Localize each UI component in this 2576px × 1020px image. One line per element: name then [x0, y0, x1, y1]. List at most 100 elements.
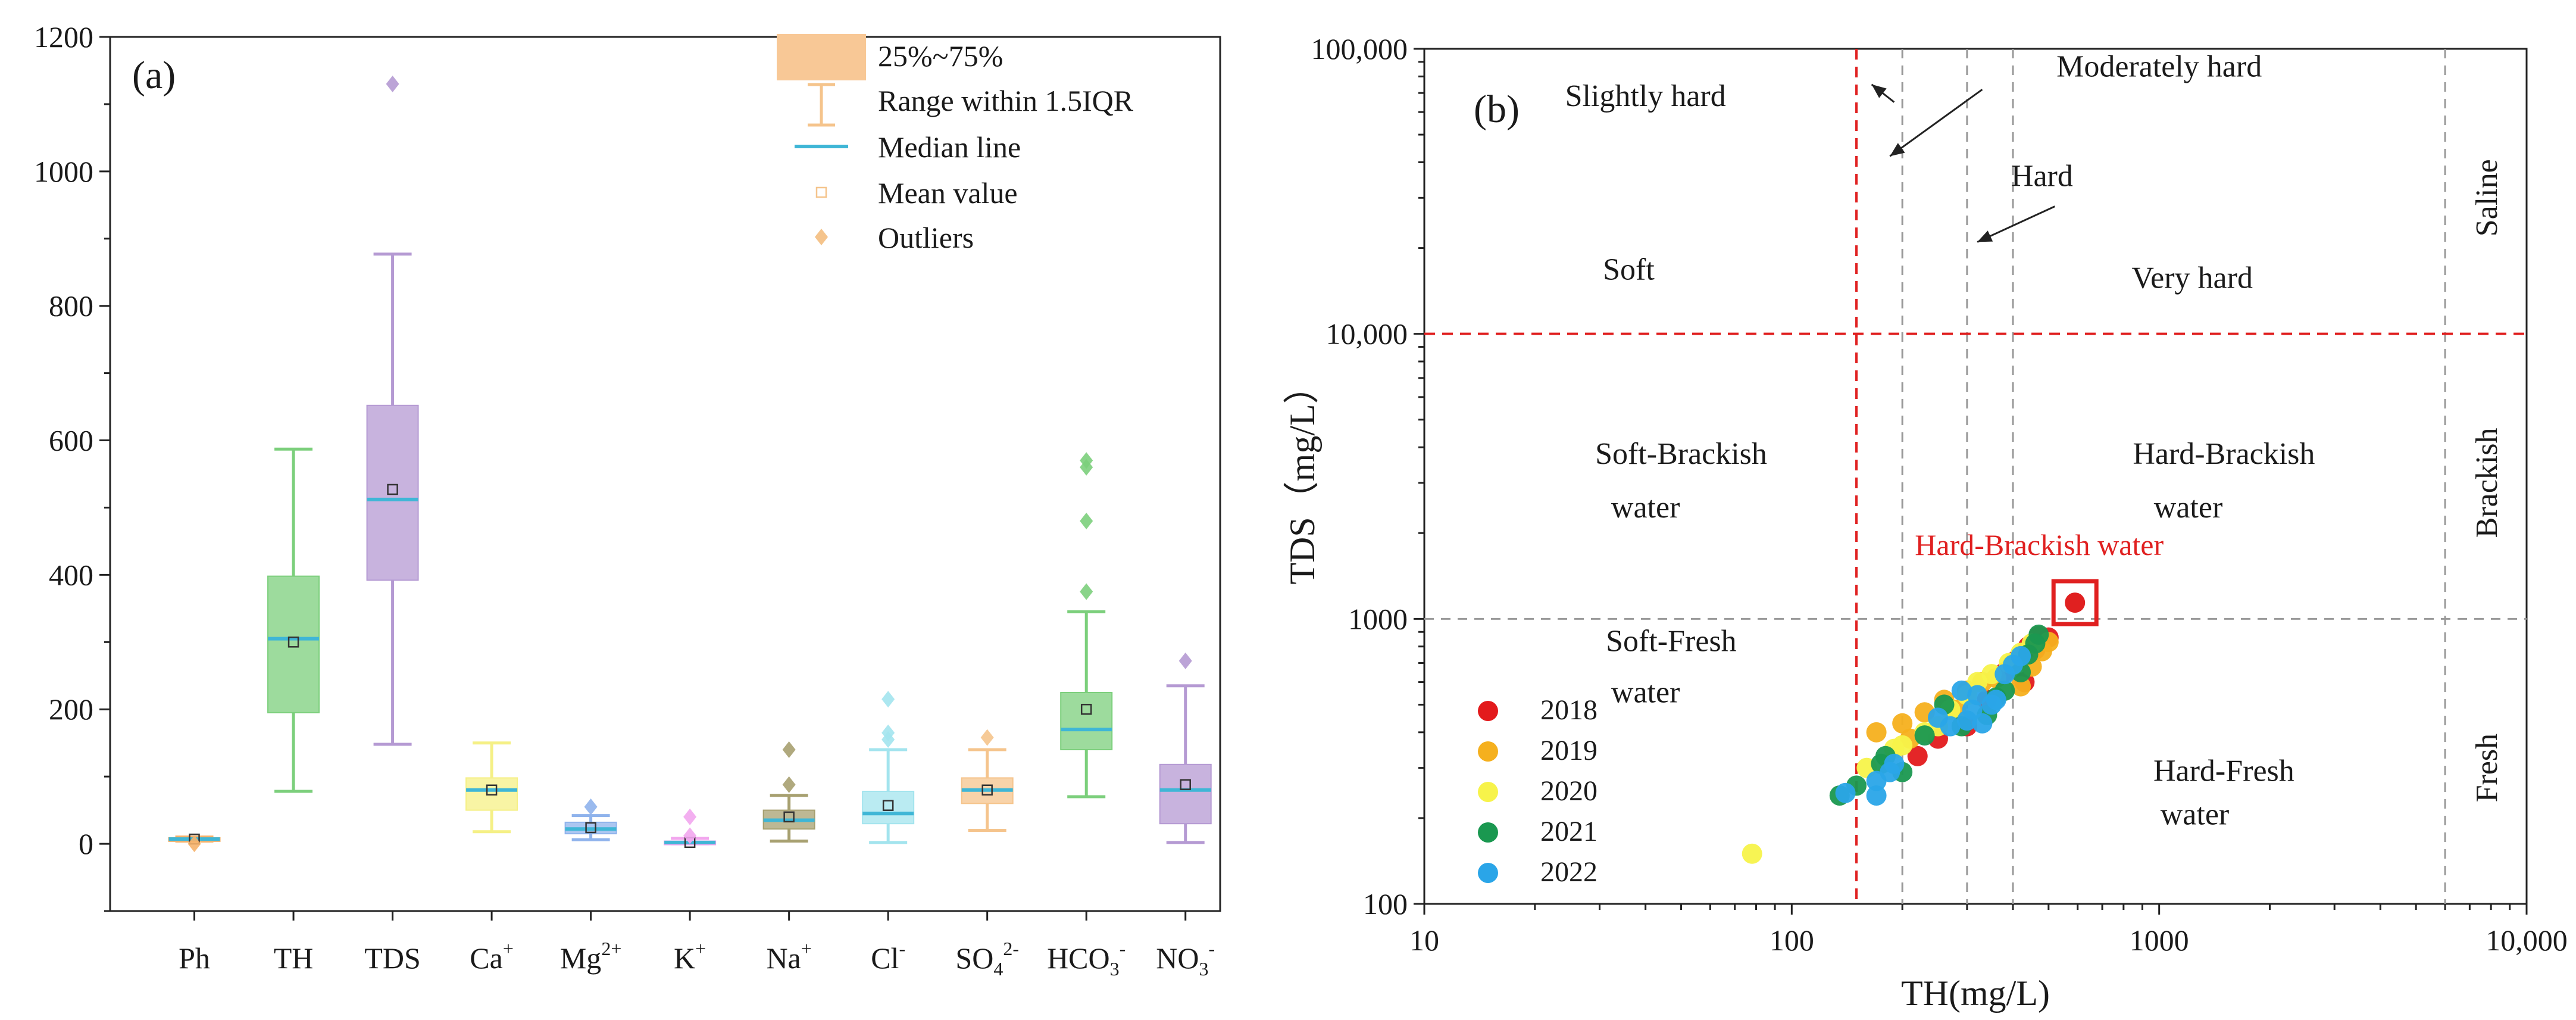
outlier-point-K — [683, 808, 697, 825]
y-tick-label: 200 — [49, 693, 93, 726]
outlier-point-TDS — [386, 76, 399, 93]
y-tick-label: 100,000 — [1311, 32, 1408, 65]
x-axis-label: TH(mg/L) — [1901, 974, 2050, 1013]
data-point-2022 — [1986, 690, 2006, 710]
data-point-2022 — [1927, 707, 1948, 728]
y-tick-label: 1000 — [34, 155, 93, 188]
outlier-point-Cl — [881, 691, 895, 708]
box-Cl — [862, 790, 915, 825]
outlier-point-K — [683, 827, 697, 844]
data-point-2020 — [1892, 735, 1913, 756]
x-tick-label-TDS: TDS — [364, 941, 420, 975]
y-tick-label: 10,000 — [1326, 317, 1408, 351]
legend-label: 2020 — [1540, 775, 1598, 807]
data-point-2022 — [1951, 680, 1972, 701]
legend-label: Outliers — [878, 221, 974, 254]
x-tick-label-Ca: Ca+ — [470, 938, 514, 975]
x-tick-label-Ph: Ph — [179, 941, 210, 975]
mean-marker-Mg — [585, 822, 596, 834]
mean-marker-TDS — [387, 484, 398, 495]
y-tick-label: 1200 — [34, 20, 93, 54]
x-tick-label-K: K+ — [674, 938, 706, 975]
legend-label: Range within 1.5IQR — [878, 84, 1134, 117]
box-TH — [267, 575, 320, 713]
region-label: Hard-Brackish — [2133, 437, 2315, 471]
panel-b-scatter-plot: 10 100 1000 10,000100100010,000100,000TH(mg… — [1283, 32, 2568, 1013]
legend-outlier-swatch — [815, 229, 828, 245]
box-TDS — [366, 404, 419, 581]
mean-marker-TH — [287, 637, 299, 648]
legend-marker-2020 — [1478, 782, 1498, 802]
data-point-2019 — [2011, 676, 2031, 697]
legend-marker-2018 — [1478, 701, 1498, 721]
data-point-2022 — [1967, 685, 1988, 706]
legend-label: 2019 — [1540, 735, 1598, 766]
mean-marker-NO3 — [1180, 779, 1191, 790]
outlier-point-SO4 — [980, 729, 994, 746]
region-label: water — [1611, 675, 1680, 709]
region-label: Hard-Fresh — [2153, 754, 2294, 788]
legend-label: 25%~75% — [878, 39, 1003, 73]
box-HCO3 — [1060, 692, 1113, 750]
x-tick-label-Mg: Mg2+ — [560, 938, 622, 975]
x-tick-label: 10 — [1409, 924, 1439, 957]
outlier-point-NO3 — [1178, 652, 1192, 669]
outlier-point-HCO3 — [1080, 583, 1093, 600]
outlier-point-Cl — [881, 724, 895, 741]
y-tick-label: 0 — [79, 827, 93, 860]
legend-marker-2019 — [1478, 741, 1498, 762]
outlier-point-Ph — [187, 835, 201, 853]
data-point-2021 — [1914, 725, 1935, 746]
mean-marker-SO4 — [981, 784, 993, 796]
y-tick-label: 100 — [1363, 887, 1408, 921]
region-label: Very hard — [2131, 261, 2253, 295]
legend-marker-2021 — [1478, 822, 1498, 843]
data-point-2019 — [1892, 713, 1913, 734]
region-label: Slightly hard — [1565, 79, 1726, 113]
y-tick-label: 1000 — [1348, 602, 1408, 635]
mean-marker-Cl — [882, 800, 894, 811]
panel-a-box-plot: 0 200 400 600 800 1000 1200 (a) Ph TH TDS Ca+ Mg2+ K+… — [34, 20, 1221, 980]
highlight-point — [2065, 592, 2086, 613]
region-label: water — [2154, 491, 2222, 525]
outlier-point-Mg — [584, 798, 598, 815]
side-label: Saline — [2470, 159, 2504, 236]
side-label: Brackish — [2470, 428, 2504, 538]
panel-label: (b) — [1474, 88, 1520, 131]
side-label: Fresh — [2470, 734, 2504, 803]
data-point-2022 — [1972, 713, 1993, 734]
highlight-box — [2051, 579, 2099, 626]
annotation-arrowhead — [1871, 84, 1887, 98]
x-tick-label-HCO3: HCO3- — [1047, 938, 1126, 980]
y-axis-label: TDS（mg/L） — [1283, 368, 1322, 584]
legend-mean-swatch — [815, 186, 827, 198]
data-point-2022 — [1835, 782, 1856, 803]
panel-label: (a) — [132, 54, 176, 97]
region-label: Soft-Fresh — [1606, 625, 1737, 659]
highlight-label: Hard-Brackish water — [1915, 528, 2164, 562]
annotation-arrowhead — [1890, 143, 1905, 157]
x-tick-label: 100 — [1770, 924, 1814, 957]
outlier-point-Na — [782, 776, 796, 793]
plot-frame — [1423, 48, 2528, 905]
data-point-2020 — [1742, 843, 1762, 864]
region-label: Soft-Brackish — [1595, 437, 1767, 471]
annotation-arrowhead — [1977, 230, 1993, 242]
legend-label: Median line — [878, 130, 1021, 164]
mean-marker-Ca — [486, 784, 498, 796]
x-tick-label-TH: TH — [274, 941, 314, 975]
y-tick-label: 400 — [49, 558, 93, 591]
legend-label: Mean value — [878, 176, 1018, 210]
plot-frame — [109, 36, 1221, 912]
legend-label: 2022 — [1540, 856, 1598, 888]
y-tick-label: 800 — [49, 289, 93, 323]
x-tick-label-NO3: NO3- — [1156, 938, 1215, 980]
region-label: Soft — [1603, 253, 1655, 287]
mean-marker-Na — [783, 811, 795, 823]
x-tick-label-Cl: Cl- — [871, 938, 905, 975]
data-point-2018 — [1907, 745, 1928, 766]
region-label: Hard — [2011, 159, 2073, 193]
legend-label: 2018 — [1540, 694, 1598, 726]
x-tick-label-SO4: SO42- — [955, 938, 1019, 980]
